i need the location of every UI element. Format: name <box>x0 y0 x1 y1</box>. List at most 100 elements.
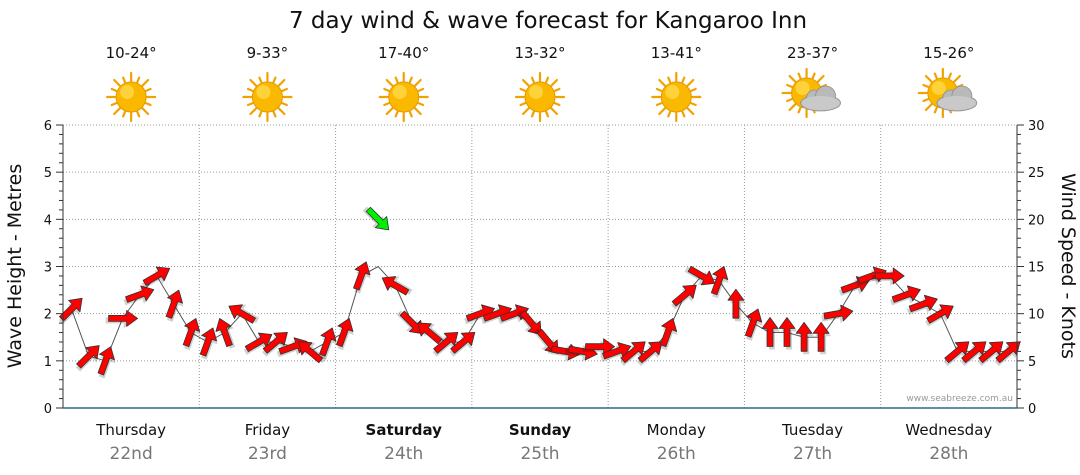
sun-icon <box>106 71 157 123</box>
wind-arrow-body <box>944 341 970 364</box>
wind-arrow-body <box>795 321 813 352</box>
wind-arrow <box>336 318 354 351</box>
wind-arrow <box>353 261 371 294</box>
y-axis-left-label: Wave Height - Metres <box>4 164 26 368</box>
wind-arrow <box>141 266 171 289</box>
wind-arrow-body <box>874 267 905 285</box>
wind-arrow <box>165 289 184 322</box>
axes: 0 1 2 3 4 5 6 0 5 10 15 20 25 30 <box>44 119 1045 417</box>
wind-arrow-body <box>76 345 100 369</box>
wind-arrow <box>684 265 716 286</box>
wind-arrow-body <box>262 331 288 354</box>
left-tick-label: 5 <box>44 166 52 181</box>
wind-arrow <box>872 267 905 286</box>
wind-arrow <box>182 318 201 351</box>
wind-arrow-body <box>908 294 938 313</box>
wind-arrow <box>994 341 1021 367</box>
wind-arrow-body <box>215 318 233 348</box>
wind-arrow-body <box>823 304 854 322</box>
day-date: 28th <box>929 444 968 464</box>
wind-arrow-body <box>499 304 529 322</box>
wind-arrow <box>298 341 327 364</box>
wind-arrow-body <box>182 318 201 348</box>
day-date: 22nd <box>110 444 153 464</box>
wind-arrow <box>744 308 763 341</box>
wind-arrow <box>960 341 987 367</box>
sun-icon <box>651 71 702 123</box>
wind-arrow <box>637 341 663 367</box>
wind-arrow <box>889 285 921 306</box>
wind-arrow <box>105 309 138 329</box>
temp-range: 23-37° <box>787 44 838 62</box>
wind-arrow-body <box>978 341 1004 364</box>
left-tick-label: 1 <box>44 355 52 370</box>
wind-arrow-body <box>761 317 779 347</box>
wind-arrow <box>620 341 646 367</box>
right-tick-label: 10 <box>1028 308 1045 323</box>
wind-arrow <box>778 317 797 350</box>
wind-arrow-body <box>637 341 663 364</box>
partly-cloudy-icon <box>781 67 841 119</box>
wind-arrow-body <box>228 304 256 324</box>
wind-arrow-body <box>995 341 1021 364</box>
day-name: Sunday <box>509 421 572 439</box>
wind-arrow-body <box>433 331 459 354</box>
right-tick-label: 15 <box>1028 261 1045 276</box>
right-tick-label: 25 <box>1028 166 1045 181</box>
wind-arrow-body <box>381 276 410 296</box>
wind-arrow <box>262 331 288 357</box>
wind-arrow <box>761 317 780 350</box>
wind-arrow <box>710 266 729 299</box>
wind-arrow-body <box>450 331 476 354</box>
left-tick-label: 0 <box>44 402 52 417</box>
wind-arrow <box>943 341 970 367</box>
day-name: Tuesday <box>781 421 843 439</box>
temp-range: 15-26° <box>923 44 974 62</box>
day-name: Wednesday <box>905 421 992 439</box>
day-name: Friday <box>245 421 291 439</box>
wind-arrow <box>449 331 476 357</box>
temp-range: 13-41° <box>651 44 702 62</box>
wind-arrow <box>58 297 83 325</box>
day-name: Thursday <box>95 421 166 439</box>
wind-arrow-body <box>926 304 954 324</box>
wind-arrow-body <box>727 288 745 319</box>
wind-arrow <box>432 331 459 357</box>
temp-range: 10-24° <box>106 44 157 62</box>
wind-arrows <box>58 206 1021 379</box>
wind-arrow <box>228 304 260 324</box>
wind-arrow-body <box>812 321 830 352</box>
wind-arrow-body <box>199 327 218 357</box>
left-tick-label: 4 <box>44 213 52 228</box>
right-tick-label: 5 <box>1028 355 1036 370</box>
wind-arrow <box>498 304 529 325</box>
wind-arrow-body <box>353 261 371 291</box>
wind-arrow-body <box>125 285 155 303</box>
left-tick-label: 6 <box>44 119 52 134</box>
credit-text: www.seabreeze.com.au <box>906 394 1013 404</box>
wind-arrow <box>812 321 832 355</box>
y-axis-right-label: Wind Speed - Knots <box>1057 173 1079 359</box>
wind-arrow-body <box>891 285 921 303</box>
temp-range: 17-40° <box>378 44 429 62</box>
wind-arrow-body <box>108 309 138 327</box>
day-date: 25th <box>520 444 559 464</box>
wind-arrow <box>215 318 236 349</box>
wind-arrow-body <box>659 318 678 348</box>
wind-arrow <box>417 322 446 345</box>
wind-arrow-body <box>417 322 443 345</box>
wind-arrow <box>396 310 424 335</box>
chart-title: 7 day wind & wave forecast for Kangaroo … <box>289 8 807 34</box>
right-tick-label: 30 <box>1028 119 1045 134</box>
wind-arrow <box>795 321 815 355</box>
wind-arrow <box>319 327 337 360</box>
wind-arrow-body <box>365 206 390 231</box>
left-tick-label: 2 <box>44 308 52 323</box>
right-tick-label: 20 <box>1028 213 1045 228</box>
wind-arrow <box>906 294 938 315</box>
left-tick-label: 3 <box>44 261 52 276</box>
day-date: 23rd <box>248 444 287 464</box>
day-header: 10-24° 9-33° 17-40° 13-32° 13-41° 23-37° 15-26… <box>106 44 978 123</box>
wind-arrow-body <box>671 284 697 307</box>
